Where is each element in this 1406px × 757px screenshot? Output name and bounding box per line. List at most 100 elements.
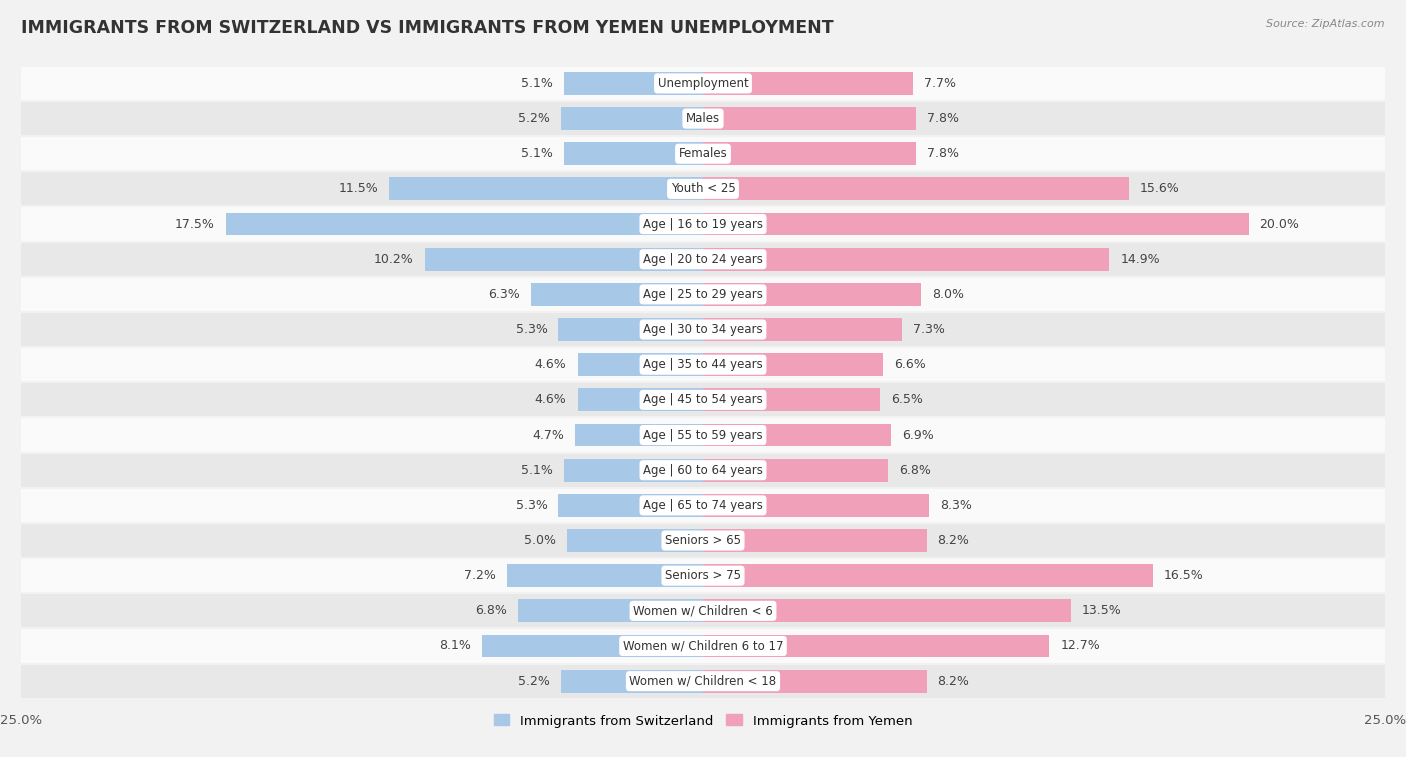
Bar [21,207,1385,241]
Text: 5.1%: 5.1% [522,464,553,477]
Bar [21,417,1385,453]
Bar [703,72,912,95]
Text: Women w/ Children 6 to 17: Women w/ Children 6 to 17 [623,640,783,653]
Text: 8.1%: 8.1% [439,640,471,653]
Text: Source: ZipAtlas.com: Source: ZipAtlas.com [1267,19,1385,29]
Text: Age | 30 to 34 years: Age | 30 to 34 years [643,323,763,336]
Bar [21,628,1385,664]
Text: IMMIGRANTS FROM SWITZERLAND VS IMMIGRANTS FROM YEMEN UNEMPLOYMENT: IMMIGRANTS FROM SWITZERLAND VS IMMIGRANT… [21,19,834,37]
Text: 7.7%: 7.7% [924,77,956,90]
Bar [425,248,703,271]
Text: 17.5%: 17.5% [174,217,215,231]
Text: Age | 35 to 44 years: Age | 35 to 44 years [643,358,763,371]
Text: 7.2%: 7.2% [464,569,496,582]
Text: 5.2%: 5.2% [519,674,550,687]
Text: Unemployment: Unemployment [658,77,748,90]
Bar [578,354,703,376]
Bar [564,459,703,481]
Text: 5.3%: 5.3% [516,323,547,336]
Text: 6.6%: 6.6% [894,358,925,371]
Text: Age | 55 to 59 years: Age | 55 to 59 years [643,428,763,441]
Bar [517,600,703,622]
Text: Age | 65 to 74 years: Age | 65 to 74 years [643,499,763,512]
Text: 15.6%: 15.6% [1139,182,1180,195]
Text: 6.9%: 6.9% [903,428,934,441]
Text: 5.1%: 5.1% [522,77,553,90]
Bar [21,523,1385,558]
Text: 4.7%: 4.7% [531,428,564,441]
Text: Youth < 25: Youth < 25 [671,182,735,195]
Text: 8.3%: 8.3% [941,499,972,512]
Text: Seniors > 75: Seniors > 75 [665,569,741,582]
Bar [21,241,1385,277]
Bar [703,318,903,341]
Text: 4.6%: 4.6% [534,394,567,407]
Bar [21,277,1385,312]
Text: 6.8%: 6.8% [900,464,931,477]
Bar [389,177,703,201]
Bar [561,107,703,130]
Text: Seniors > 65: Seniors > 65 [665,534,741,547]
Bar [703,248,1109,271]
Text: Age | 25 to 29 years: Age | 25 to 29 years [643,288,763,301]
Bar [564,72,703,95]
Text: Age | 60 to 64 years: Age | 60 to 64 years [643,464,763,477]
Bar [21,101,1385,136]
Bar [21,66,1385,101]
Bar [506,564,703,587]
Bar [482,634,703,657]
Text: 8.2%: 8.2% [938,674,970,687]
Text: 4.6%: 4.6% [534,358,567,371]
Text: 14.9%: 14.9% [1121,253,1160,266]
Bar [703,142,915,165]
Bar [703,213,1249,235]
Text: 6.8%: 6.8% [475,604,506,617]
Text: Age | 16 to 19 years: Age | 16 to 19 years [643,217,763,231]
Text: 6.3%: 6.3% [488,288,520,301]
Bar [561,670,703,693]
Bar [21,347,1385,382]
Bar [531,283,703,306]
Bar [21,488,1385,523]
Text: 7.8%: 7.8% [927,148,959,160]
Bar [21,453,1385,488]
Bar [703,283,921,306]
Bar [226,213,703,235]
Bar [703,388,880,411]
Text: 5.2%: 5.2% [519,112,550,125]
Text: Age | 45 to 54 years: Age | 45 to 54 years [643,394,763,407]
Text: 11.5%: 11.5% [339,182,378,195]
Text: 5.0%: 5.0% [523,534,555,547]
Bar [703,107,915,130]
Bar [703,529,927,552]
Bar [567,529,703,552]
Text: Males: Males [686,112,720,125]
Text: 13.5%: 13.5% [1083,604,1122,617]
Bar [703,494,929,517]
Bar [21,558,1385,593]
Bar [578,388,703,411]
Bar [21,312,1385,347]
Bar [703,177,1129,201]
Text: 16.5%: 16.5% [1164,569,1204,582]
Text: 5.3%: 5.3% [516,499,547,512]
Bar [21,593,1385,628]
Bar [21,171,1385,207]
Text: 8.2%: 8.2% [938,534,970,547]
Bar [558,318,703,341]
Bar [703,634,1049,657]
Text: 12.7%: 12.7% [1060,640,1099,653]
Bar [703,459,889,481]
Bar [558,494,703,517]
Text: 7.8%: 7.8% [927,112,959,125]
Text: 7.3%: 7.3% [912,323,945,336]
Text: 5.1%: 5.1% [522,148,553,160]
Bar [21,664,1385,699]
Bar [575,424,703,447]
Text: 20.0%: 20.0% [1260,217,1299,231]
Text: Age | 20 to 24 years: Age | 20 to 24 years [643,253,763,266]
Bar [703,424,891,447]
Bar [21,382,1385,417]
Bar [703,564,1153,587]
Bar [703,600,1071,622]
